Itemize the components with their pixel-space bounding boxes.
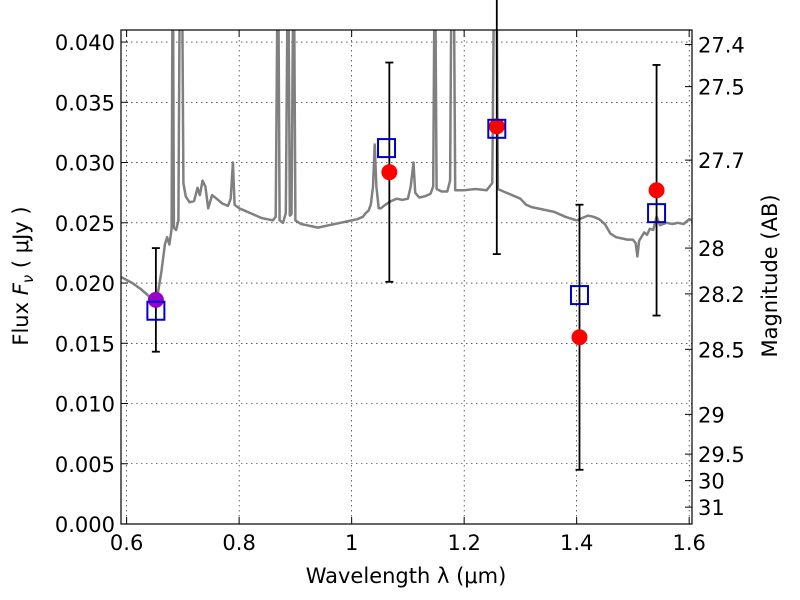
y2-tick-label: 27.5 bbox=[698, 76, 745, 100]
model-point-square bbox=[377, 138, 397, 159]
y2-tick-label: 28 bbox=[698, 237, 725, 261]
axis-ticks: 0.6 0.8 1 1.2 1.4 1.6 0.000 0.005 0.010 0.015 0.02… bbox=[55, 30, 745, 555]
model-point-square bbox=[569, 285, 589, 306]
y-tick-label: 0.015 bbox=[55, 332, 115, 356]
x-tick-label: 1.6 bbox=[672, 531, 705, 555]
y-tick-label: 0.000 bbox=[55, 513, 115, 537]
y-tick-label: 0.025 bbox=[55, 212, 115, 236]
y-axis-label-prefix: Flux bbox=[9, 295, 33, 345]
y-tick-label: 0.010 bbox=[55, 393, 115, 417]
y-axis-label: Flux Fν ( μJy ) bbox=[9, 206, 37, 345]
spectrum-line bbox=[121, 30, 692, 303]
data-point-circle bbox=[488, 118, 505, 135]
y-axis-label-symbol: F bbox=[9, 282, 33, 295]
model-point-square bbox=[146, 300, 166, 321]
x-tick-label: 0.8 bbox=[222, 531, 255, 555]
model-point-square bbox=[487, 118, 507, 139]
x-tick-label: 1.4 bbox=[560, 531, 593, 555]
x-axis-label: Wavelength λ (μm) bbox=[306, 564, 507, 588]
y2-tick-label: 30 bbox=[698, 470, 725, 494]
x-tick-label: 0.6 bbox=[110, 531, 143, 555]
y-axis-label-suffix: ( μJy ) bbox=[9, 206, 33, 274]
y2-axis-label: Magnitude (AB) bbox=[758, 194, 782, 357]
y2-tick-label: 29.5 bbox=[698, 443, 745, 467]
model-point-square bbox=[647, 203, 667, 224]
model-spectrum-series bbox=[121, 30, 692, 303]
y-tick-label: 0.020 bbox=[55, 272, 115, 296]
y-tick-label: 0.005 bbox=[55, 453, 115, 477]
y2-tick-label: 27.4 bbox=[698, 33, 745, 57]
error-bar-series bbox=[151, 0, 661, 471]
data-point-circle bbox=[381, 164, 398, 181]
y-tick-label: 0.040 bbox=[55, 31, 115, 55]
y2-tick-label: 29 bbox=[698, 403, 725, 427]
data-marker-series bbox=[146, 118, 667, 346]
data-point-circle bbox=[147, 291, 164, 308]
x-tick-label: 1.2 bbox=[447, 531, 480, 555]
grid-lines bbox=[121, 30, 692, 524]
data-point-circle bbox=[571, 329, 588, 346]
y2-tick-label: 27.7 bbox=[698, 149, 745, 173]
data-point-circle bbox=[648, 182, 665, 199]
y-tick-label: 0.035 bbox=[55, 91, 115, 115]
plot-frame bbox=[120, 29, 693, 525]
x-tick-label: 1 bbox=[345, 531, 358, 555]
y-axis-label-subscript: ν bbox=[19, 275, 37, 283]
y-tick-label: 0.030 bbox=[55, 152, 115, 176]
y2-tick-label: 31 bbox=[698, 496, 725, 520]
y2-tick-label: 28.2 bbox=[698, 283, 745, 307]
y2-tick-label: 28.5 bbox=[698, 338, 745, 362]
